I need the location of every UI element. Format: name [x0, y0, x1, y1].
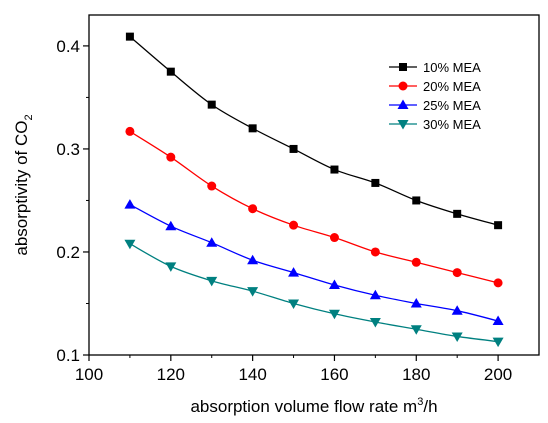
point-30-mea-130: [206, 276, 218, 287]
legend-label-25-mea: 25% MEA: [423, 98, 481, 113]
point-20-mea-180: [411, 257, 421, 267]
point-30-mea-150: [288, 299, 300, 309]
point-10-mea-130: [207, 100, 216, 109]
x-tick-label-160: 160: [320, 365, 348, 384]
series-30-mea: [124, 239, 504, 348]
point-10-mea-160: [330, 165, 339, 174]
point-20-mea-150: [289, 220, 299, 230]
point-25-mea-200: [492, 315, 504, 325]
series-line-20-mea: [129, 130, 499, 284]
point-10-mea-200: [494, 221, 503, 230]
series-10-mea: [125, 32, 503, 230]
legend-marker-20-mea: [398, 81, 408, 91]
point-30-mea-110: [124, 239, 136, 250]
point-20-mea-140: [248, 204, 258, 214]
point-25-mea-150: [288, 267, 300, 277]
point-10-mea-120: [166, 67, 175, 76]
legend-entry-20-mea: 20% MEA: [389, 79, 481, 94]
point-25-mea-140: [247, 254, 259, 265]
point-25-mea-130: [206, 237, 218, 247]
point-20-mea-190: [452, 268, 462, 278]
series-line-10-mea: [129, 36, 499, 226]
point-20-mea-110: [125, 126, 135, 136]
y-tick-label-0-1: 0.1: [56, 346, 80, 365]
legend-entry-30-mea: 30% MEA: [389, 117, 481, 132]
legend-marker-25-mea: [397, 99, 409, 109]
x-tick-label-200: 200: [484, 365, 512, 384]
series-20-mea: [125, 126, 503, 288]
series-line-30-mea: [129, 243, 499, 343]
point-20-mea-120: [166, 152, 176, 162]
y-tick-label-0-3: 0.3: [56, 140, 80, 159]
point-30-mea-200: [492, 337, 504, 348]
point-20-mea-130: [207, 181, 217, 191]
series-line-25-mea: [129, 204, 499, 322]
x-axis-title: absorption volume flow rate m3/h: [190, 396, 437, 416]
point-20-mea-170: [370, 247, 380, 257]
point-30-mea-180: [410, 325, 422, 335]
legend-entry-10-mea: 10% MEA: [389, 60, 481, 75]
point-25-mea-120: [165, 220, 177, 231]
point-20-mea-160: [329, 233, 339, 243]
legend-marker-10-mea: [399, 63, 407, 71]
legend-label-20-mea: 20% MEA: [423, 79, 481, 94]
point-10-mea-170: [371, 178, 380, 187]
series-25-mea: [124, 199, 504, 325]
legend-marker-30-mea: [397, 120, 409, 130]
point-10-mea-150: [289, 144, 298, 153]
plot-frame: [88, 14, 540, 356]
x-tick-label-100: 100: [75, 365, 103, 384]
point-10-mea-110: [125, 32, 134, 41]
point-30-mea-140: [247, 287, 259, 297]
x-tick-labels: 100 120 140 160 180 200: [75, 365, 512, 384]
legend-label-30-mea: 30% MEA: [423, 117, 481, 132]
point-25-mea-160: [328, 279, 340, 289]
point-20-mea-200: [493, 278, 503, 288]
series-layer: [124, 32, 504, 348]
legend: 10% MEA 20% MEA 25% MEA 30% MEA: [389, 60, 481, 132]
point-30-mea-170: [369, 318, 381, 328]
point-25-mea-170: [369, 289, 381, 300]
y-tick-label-0-2: 0.2: [56, 243, 80, 262]
point-10-mea-190: [453, 209, 462, 218]
ticks: [83, 45, 499, 361]
point-30-mea-160: [328, 309, 340, 320]
y-tick-labels: 0.1 0.2 0.3 0.4: [56, 37, 80, 365]
x-tick-label-180: 180: [402, 365, 430, 384]
point-10-mea-140: [248, 124, 257, 133]
point-25-mea-190: [451, 305, 463, 315]
point-25-mea-180: [410, 297, 422, 308]
y-axis-title: absorptivity of CO2: [12, 114, 35, 255]
x-tick-label-140: 140: [238, 365, 266, 384]
point-30-mea-120: [165, 262, 177, 272]
legend-entry-25-mea: 25% MEA: [389, 98, 481, 113]
point-25-mea-110: [124, 199, 136, 209]
legend-label-10-mea: 10% MEA: [423, 60, 481, 75]
point-10-mea-180: [412, 196, 421, 205]
x-tick-label-120: 120: [157, 365, 185, 384]
y-tick-label-0-4: 0.4: [56, 37, 80, 56]
point-30-mea-190: [451, 332, 463, 342]
